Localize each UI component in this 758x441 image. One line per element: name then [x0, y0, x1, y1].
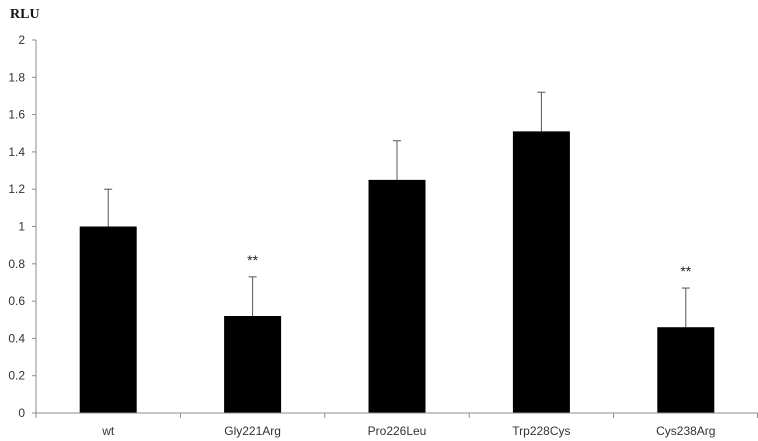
y-tick-label: 2	[18, 33, 25, 47]
y-tick-label: 0.4	[8, 331, 25, 345]
y-tick-label: 1.8	[8, 70, 25, 84]
x-tick-label: wt	[101, 424, 115, 438]
significance-label: **	[680, 263, 691, 279]
significance-label: **	[247, 252, 258, 268]
bar	[512, 131, 570, 413]
y-tick-label: 1.2	[8, 182, 25, 196]
y-axis-label: RLU	[10, 7, 40, 22]
bar	[657, 327, 715, 413]
x-tick-label: Pro226Leu	[368, 424, 427, 438]
bars: ** **	[79, 91, 715, 413]
bar	[224, 316, 282, 413]
y-tick-label: 0.6	[8, 294, 25, 308]
bar	[368, 179, 426, 413]
x-axis: wt Gly221Arg Pro226Leu Trp228Cys Cys238Arg	[35, 412, 758, 438]
y-tick-label: 0.8	[8, 257, 25, 271]
y-tick-label: 1.4	[8, 145, 25, 159]
x-tick-label: Gly221Arg	[224, 424, 281, 438]
y-tick-label: 1.6	[8, 108, 25, 122]
y-tick-label: 1	[18, 220, 25, 234]
bar	[79, 226, 137, 413]
x-tick-label: Cys238Arg	[656, 424, 715, 438]
y-tick-label: 0.2	[8, 369, 25, 383]
y-axis: 0 0.2 0.4 0.6 0.8 1 1.2 1.4 1.6 1.8 2	[8, 33, 37, 420]
y-tick-label: 0	[18, 406, 25, 420]
x-tick-label: Trp228Cys	[512, 424, 570, 438]
